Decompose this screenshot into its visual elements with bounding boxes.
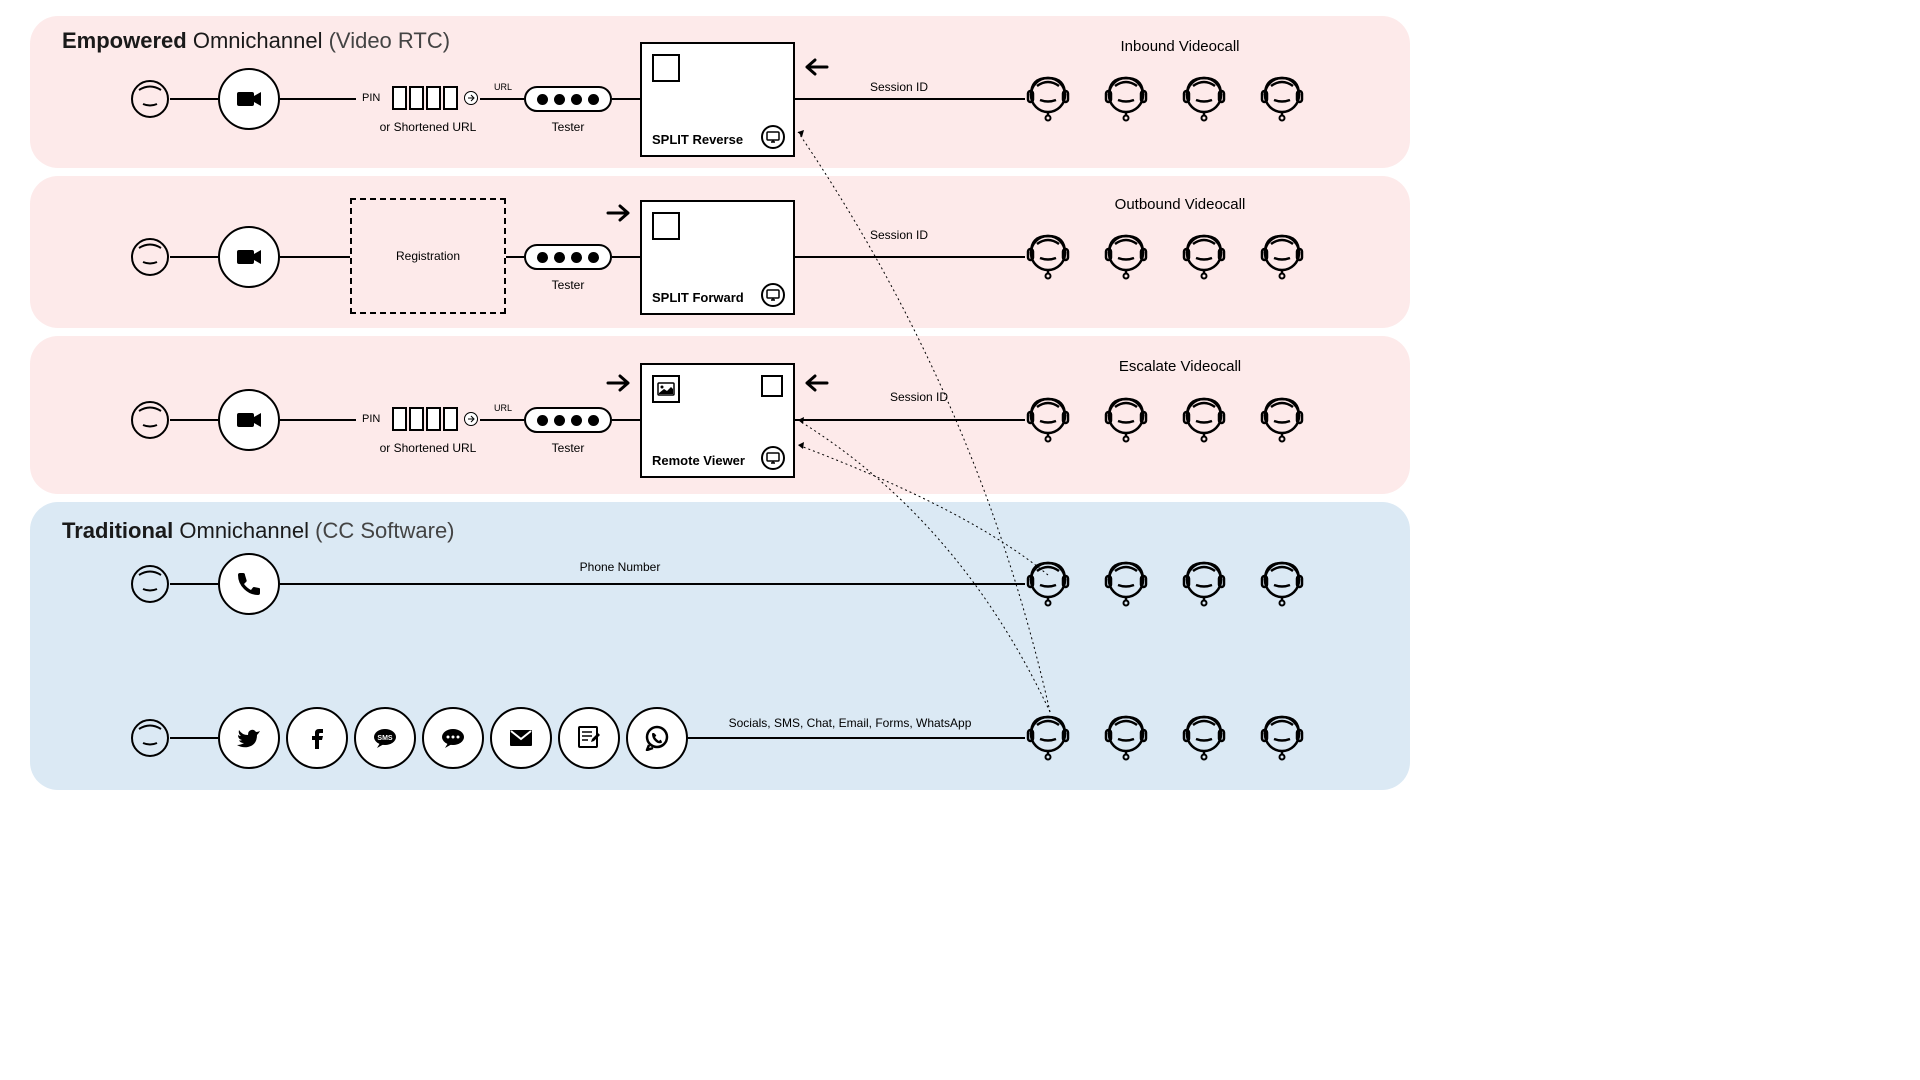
agent-icon xyxy=(1181,557,1227,607)
connector xyxy=(280,98,356,100)
connector xyxy=(170,256,218,258)
agent-icon xyxy=(1025,72,1071,122)
session-label: Session ID xyxy=(870,228,928,242)
agent-icon xyxy=(1103,72,1149,122)
row1-title: Inbound Videocall xyxy=(1020,38,1340,55)
agent-icon xyxy=(1025,230,1071,280)
connector xyxy=(280,419,356,421)
form-icon xyxy=(558,707,620,769)
row3-title: Escalate Videocall xyxy=(1020,358,1340,375)
connector xyxy=(506,256,524,258)
facebook-icon xyxy=(286,707,348,769)
video-icon xyxy=(218,68,280,130)
sms-icon xyxy=(354,707,416,769)
chat-icon xyxy=(422,707,484,769)
connector xyxy=(170,737,218,739)
split-forward-box: SPLIT Forward xyxy=(640,200,795,315)
agent-icon xyxy=(1181,72,1227,122)
email-icon xyxy=(490,707,552,769)
phone-icon xyxy=(218,553,280,615)
session-label: Session ID xyxy=(870,80,928,94)
arrow-right-icon xyxy=(606,374,632,392)
title-traditional: Traditional Omnichannel (CC Software) xyxy=(62,518,455,544)
agent-icon xyxy=(1025,393,1071,443)
tester-pill xyxy=(524,244,612,270)
arrow-left-icon xyxy=(805,58,831,76)
tester-label: Tester xyxy=(524,441,612,455)
agent-icon xyxy=(1103,393,1149,443)
connector xyxy=(795,256,1025,258)
monitor-icon xyxy=(761,125,785,149)
arrow-left-icon xyxy=(805,374,831,392)
pin-input xyxy=(392,407,458,431)
arrow-right-icon xyxy=(606,204,632,222)
user-icon xyxy=(130,400,170,440)
whatsapp-icon xyxy=(626,707,688,769)
connector xyxy=(795,419,1025,421)
title-empowered: Empowered Omnichannel (Video RTC) xyxy=(62,28,450,54)
short-url-label: or Shortened URL xyxy=(368,120,488,134)
monitor-icon xyxy=(761,446,785,470)
connector xyxy=(795,98,1025,100)
agent-icon xyxy=(1259,230,1305,280)
agent-icon xyxy=(1103,711,1149,761)
connector xyxy=(170,419,218,421)
agent-icon xyxy=(1259,393,1305,443)
agent-icon xyxy=(1259,72,1305,122)
split-reverse-box: SPLIT Reverse xyxy=(640,42,795,157)
tester-pill xyxy=(524,86,612,112)
user-icon xyxy=(130,718,170,758)
tester-label: Tester xyxy=(524,278,612,292)
url-label: URL xyxy=(494,403,512,413)
tester-label: Tester xyxy=(524,120,612,134)
connector xyxy=(280,256,350,258)
monitor-icon xyxy=(761,283,785,307)
connector xyxy=(688,737,1025,739)
connector xyxy=(612,256,640,258)
session-label: Session ID xyxy=(890,390,948,404)
connector xyxy=(480,419,524,421)
agent-icon xyxy=(1103,230,1149,280)
row2-title: Outbound Videocall xyxy=(1020,196,1340,213)
user-icon xyxy=(130,237,170,277)
video-icon xyxy=(218,226,280,288)
agent-icon xyxy=(1025,711,1071,761)
connector xyxy=(170,583,218,585)
agent-icon xyxy=(1181,393,1227,443)
registration-box: Registration xyxy=(350,198,506,314)
agent-icon xyxy=(1259,557,1305,607)
arrow-circle-icon xyxy=(464,91,478,105)
tester-pill xyxy=(524,407,612,433)
agent-icon xyxy=(1259,711,1305,761)
user-icon xyxy=(130,79,170,119)
connector xyxy=(612,419,640,421)
phone-label: Phone Number xyxy=(560,560,680,574)
channels-label: Socials, SMS, Chat, Email, Forms, WhatsA… xyxy=(720,716,980,730)
agent-icon xyxy=(1025,557,1071,607)
agent-icon xyxy=(1181,230,1227,280)
twitter-icon xyxy=(218,707,280,769)
pin-input xyxy=(392,86,458,110)
pin-label: PIN xyxy=(362,92,380,104)
pin-label: PIN xyxy=(362,413,380,425)
agent-icon xyxy=(1181,711,1227,761)
arrow-circle-icon xyxy=(464,412,478,426)
agent-icon xyxy=(1103,557,1149,607)
video-icon xyxy=(218,389,280,451)
connector xyxy=(612,98,640,100)
connector xyxy=(480,98,524,100)
short-url-label: or Shortened URL xyxy=(368,441,488,455)
connector xyxy=(170,98,218,100)
user-icon xyxy=(130,564,170,604)
remote-viewer-box: Remote Viewer xyxy=(640,363,795,478)
url-label: URL xyxy=(494,82,512,92)
connector xyxy=(280,583,1025,585)
